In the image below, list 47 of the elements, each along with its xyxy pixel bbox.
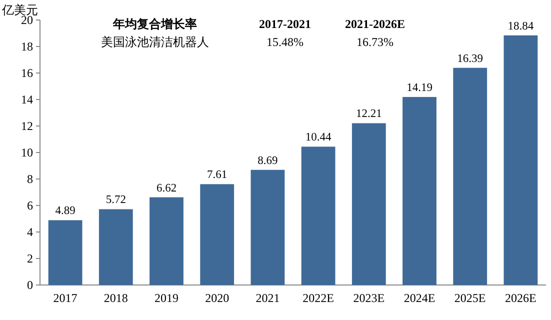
- bar: [200, 184, 234, 285]
- x-tick-label: 2020: [205, 291, 230, 305]
- bar: [453, 68, 488, 285]
- bar: [301, 146, 336, 285]
- data-label: 6.62: [156, 182, 177, 194]
- data-label: 7.61: [207, 169, 228, 182]
- bar: [150, 197, 184, 285]
- x-tick-label: 2025E: [454, 291, 486, 305]
- data-label: 18.84: [508, 20, 534, 32]
- bar: [504, 35, 538, 285]
- x-tick-label: 2026E: [505, 291, 536, 305]
- x-tick-label: 2018: [104, 291, 128, 305]
- data-label: 4.89: [55, 205, 76, 218]
- x-tick-label: 2019: [154, 291, 178, 305]
- bar: [352, 123, 386, 285]
- y-tick-label: 18: [21, 40, 33, 54]
- y-tick-label: 12: [21, 119, 33, 133]
- data-label: 8.69: [258, 154, 278, 167]
- x-tick-label: 2021: [256, 291, 280, 305]
- y-tick-label: 8: [27, 172, 33, 186]
- data-label: 12.21: [356, 108, 382, 120]
- x-tick-label: 2023E: [353, 291, 385, 305]
- y-tick-label: 14: [21, 92, 33, 106]
- y-tick-label: 6: [27, 198, 33, 212]
- y-tick-label: 10: [21, 146, 33, 160]
- bar: [402, 96, 436, 285]
- annotation: 2021-2026E: [345, 17, 405, 31]
- x-tick-label: 2022E: [302, 291, 334, 305]
- data-label: 10.44: [305, 132, 332, 144]
- data-label: 5.72: [106, 194, 126, 206]
- y-tick-label: 16: [21, 66, 33, 80]
- data-label: 14.19: [406, 82, 433, 94]
- annotation: 年均复合增长率: [112, 17, 197, 31]
- annotation: 15.48%: [266, 35, 304, 49]
- bar: [98, 209, 133, 285]
- x-tick-label: 2024E: [404, 291, 436, 305]
- bar: [48, 220, 82, 285]
- y-tick-label: 4: [27, 225, 33, 239]
- bar: [250, 170, 285, 285]
- y-axis-title: 亿美元: [1, 3, 38, 17]
- data-label: 16.39: [457, 52, 484, 65]
- y-tick-label: 0: [27, 278, 33, 292]
- annotation: 16.73%: [356, 35, 394, 49]
- x-tick-label: 2017: [53, 291, 78, 305]
- y-tick-label: 2: [27, 252, 33, 266]
- annotation: 2017-2021: [259, 17, 311, 31]
- annotation: 美国泳池清洁机器人: [101, 35, 209, 49]
